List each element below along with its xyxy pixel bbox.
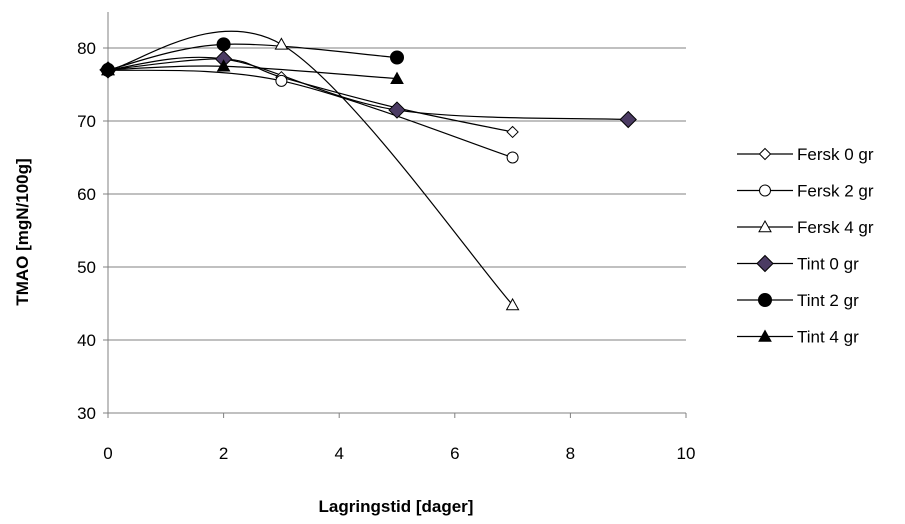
legend-marker-diamond-filled xyxy=(756,254,774,273)
gridlines xyxy=(108,47,686,341)
y-tick-label: 60 xyxy=(77,185,96,204)
legend-label: Fersk 4 gr xyxy=(797,218,874,237)
legend-marker-circle-open xyxy=(759,184,771,197)
legend-label: Fersk 2 gr xyxy=(797,182,874,201)
x-tick-label: 6 xyxy=(450,444,459,463)
data-point-triangle-filled xyxy=(216,59,231,72)
x-tick-label: 8 xyxy=(566,444,575,463)
series-line-4 xyxy=(107,56,629,121)
legend-marker-circle-filled xyxy=(758,293,772,307)
legend-marker-triangle-filled xyxy=(758,329,772,342)
data-point-triangle-filled xyxy=(390,71,404,84)
y-tick-label: 30 xyxy=(77,404,96,423)
y-tick-label: 40 xyxy=(77,331,96,350)
data-point-circle-open xyxy=(275,74,288,87)
y-tick-label: 70 xyxy=(77,112,96,131)
x-axis-title: Lagringstid [dager] xyxy=(319,497,474,516)
y-tick-labels: 30 40 50 60 70 80 xyxy=(77,39,108,423)
legend-marker-triangle-open xyxy=(758,219,772,233)
y-tick-label: 50 xyxy=(77,258,96,277)
data-point-circle-filled xyxy=(390,50,404,65)
series-line-3 xyxy=(107,30,514,306)
data-point-diamond-open xyxy=(506,125,519,139)
data-point-triangle-filled xyxy=(101,62,115,76)
x-tick-label: 0 xyxy=(103,444,112,463)
legend-label: Fersk 0 gr xyxy=(797,145,874,164)
legend: Fersk 0 gr Fersk 2 gr Fersk 4 gr Tint 0 gr T… xyxy=(737,145,874,347)
x-tick-label: 4 xyxy=(334,444,343,463)
x-tick-labels: 0 2 4 6 8 10 xyxy=(103,413,695,463)
y-axis-title: TMAO [mgN/100g] xyxy=(13,158,32,305)
legend-label: Tint 0 gr xyxy=(797,255,859,274)
series-line-2 xyxy=(107,69,513,159)
series-lines xyxy=(107,30,629,306)
legend-marker-diamond-open xyxy=(758,147,772,161)
x-tick-label: 2 xyxy=(219,444,228,463)
y-tick-label: 80 xyxy=(77,39,96,58)
legend-label: Tint 2 gr xyxy=(797,291,859,310)
data-point-circle-open xyxy=(506,151,519,164)
series-markers xyxy=(99,37,637,311)
series-line-6 xyxy=(107,65,398,80)
legend-label: Tint 4 gr xyxy=(797,328,859,347)
data-point-diamond-filled xyxy=(388,101,406,119)
x-tick-label: 10 xyxy=(677,444,696,463)
data-point-triangle-open xyxy=(274,37,289,50)
data-point-diamond-filled xyxy=(619,110,637,129)
axes xyxy=(107,12,686,414)
data-point-triangle-open xyxy=(505,297,520,311)
data-point-circle-filled xyxy=(216,37,231,52)
